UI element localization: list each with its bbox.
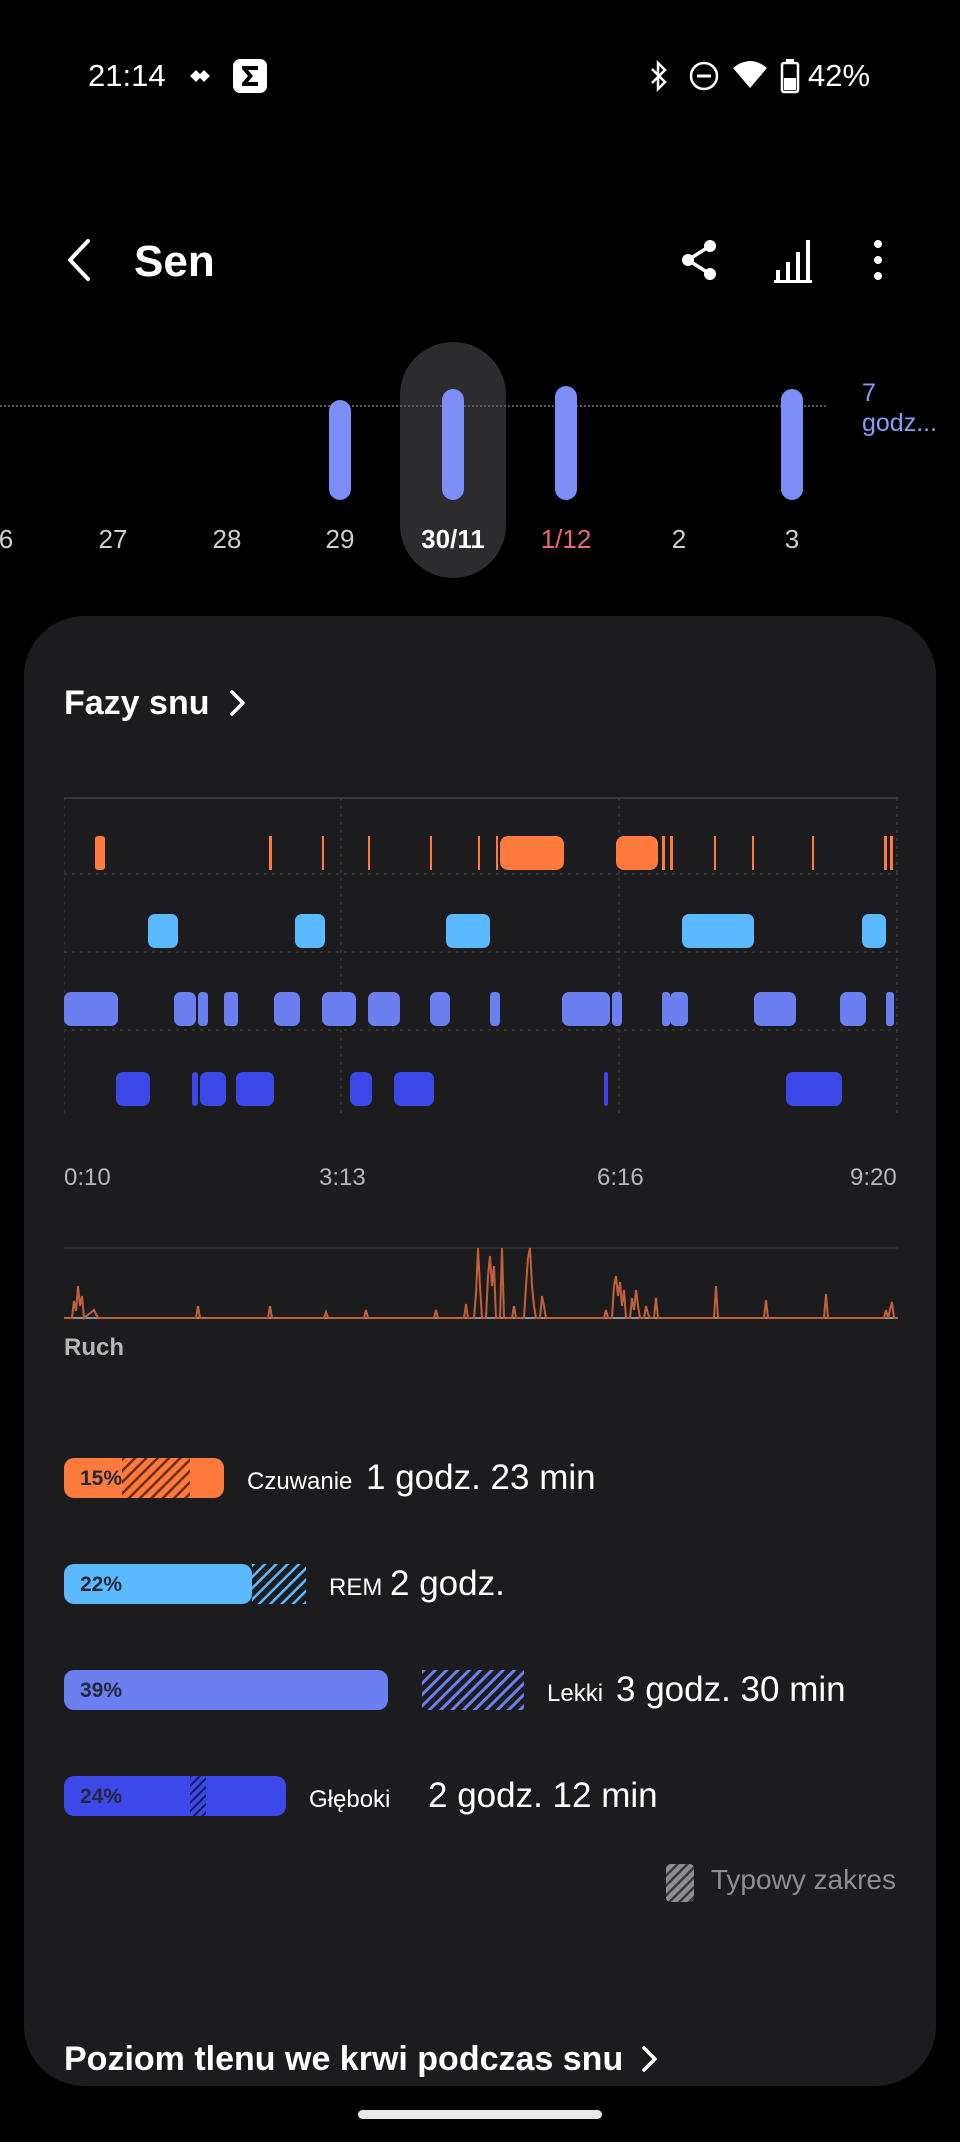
stage-row-light: 39% Lekki 3 godz. 30 min [64, 1670, 904, 1714]
date-label[interactable]: 29 [325, 524, 355, 554]
stage-row-awake: 15% Czuwanie 1 godz. 23 min [64, 1458, 904, 1502]
tidal-icon [190, 70, 210, 82]
battery-icon [780, 59, 800, 94]
status-time: 21:14 [88, 58, 166, 93]
battery-percent: 42% [808, 58, 871, 93]
stage-percent-bar-light: 39% [64, 1670, 388, 1710]
page-title: Sen [134, 237, 215, 286]
stage-name: Czuwanie [247, 1468, 353, 1495]
date-label[interactable]: 1/12 [540, 524, 592, 554]
x-axis-label: 6:16 [597, 1164, 644, 1191]
stage-name: Lekki [547, 1680, 604, 1707]
sleep-stage-hypnogram [64, 797, 898, 1116]
stage-percent: 15% [80, 1467, 123, 1490]
date-label[interactable]: 2 [671, 524, 687, 554]
stage-percent: 24% [80, 1785, 123, 1808]
date-label-selected[interactable]: 30/11 [421, 524, 485, 554]
share-icon[interactable] [674, 234, 726, 286]
sleep-stages-card: Fazy snu [24, 616, 936, 2086]
sleep-bar-30-11[interactable] [442, 389, 464, 500]
stage-percent: 22% [80, 1573, 123, 1596]
stage-duration: 2 godz. 12 min [428, 1776, 658, 1815]
date-label[interactable]: 28 [212, 524, 242, 554]
stage-row-rem: 22% REM 2 godz. [64, 1564, 904, 1608]
stage-duration: 3 godz. 30 min [616, 1670, 846, 1709]
sigma-app-icon [233, 59, 267, 93]
movement-label: Ruch [64, 1334, 124, 1361]
home-indicator[interactable] [358, 2110, 602, 2119]
date-label[interactable]: 27 [98, 524, 128, 554]
signal-bars-icon[interactable] [768, 234, 820, 286]
stage-duration: 1 godz. 23 min [366, 1458, 596, 1497]
date-strip[interactable]: 7 godz... 6 27 28 29 30/11 1/12 2 3 [0, 340, 960, 580]
stage-percent-bar-deep: 24% [64, 1776, 286, 1816]
stage-row-deep: 24% Głęboki 2 godz. 12 min [64, 1776, 904, 1820]
typical-range-hatch-light [422, 1670, 524, 1710]
x-axis-label: 3:13 [319, 1164, 366, 1191]
typical-range-hatch-deep [190, 1776, 206, 1816]
sleep-goal-line [0, 405, 826, 407]
date-label[interactable]: 3 [784, 524, 800, 554]
do-not-disturb-icon [689, 61, 719, 91]
section-title-blood-oxygen[interactable]: Poziom tlenu we krwi podczas snu [64, 2040, 624, 2078]
date-label[interactable]: 6 [0, 524, 14, 554]
wifi-icon [733, 61, 767, 88]
typical-range-legend-label: Typowy zakres [710, 1864, 896, 1895]
sleep-goal-label: 7 godz... [862, 379, 938, 437]
typical-range-hatch-rem [252, 1564, 306, 1604]
app-header: Sen [0, 220, 960, 300]
typical-range-legend-swatch [666, 1864, 694, 1902]
typical-range-hatch-awake [122, 1458, 190, 1498]
back-button[interactable] [58, 235, 102, 285]
stage-percent: 39% [80, 1679, 123, 1702]
section-title-sleep-stages[interactable]: Fazy snu [64, 684, 210, 722]
stage-percent-bar-rem: 22% [64, 1564, 252, 1604]
stage-duration: 2 godz. [390, 1564, 505, 1603]
x-axis-label: 9:20 [850, 1164, 897, 1191]
x-axis-label: 0:10 [64, 1164, 111, 1191]
more-vert-icon[interactable] [852, 234, 904, 286]
sleep-bar-3[interactable] [781, 389, 803, 500]
movement-chart [64, 1247, 898, 1320]
stage-name: REM [329, 1574, 383, 1601]
sleep-bar-1-12[interactable] [555, 386, 577, 500]
status-bar: 21:14 42% [0, 0, 960, 150]
chevron-right-icon[interactable] [636, 2044, 662, 2074]
chevron-right-icon[interactable] [224, 688, 250, 718]
sleep-bar-29[interactable] [329, 400, 351, 500]
bluetooth-icon [651, 60, 667, 92]
stage-name: Głęboki [309, 1786, 391, 1813]
